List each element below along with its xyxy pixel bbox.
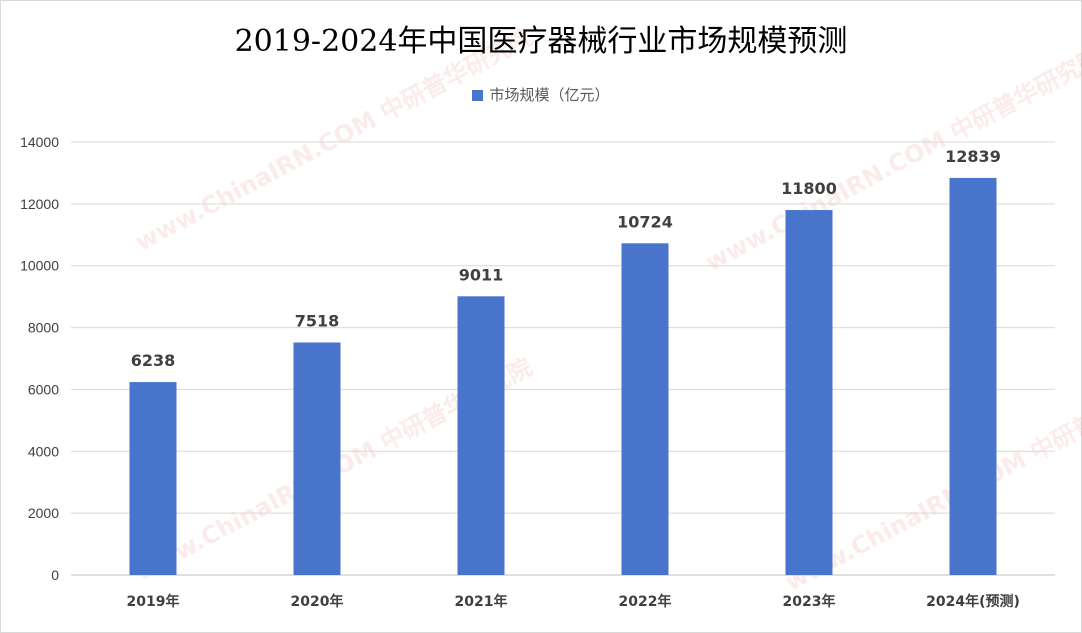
x-tick-label: 2021年 [455,593,508,610]
bar [621,243,669,575]
bar [785,210,833,576]
y-tick-label: 2000 [28,505,59,521]
data-label: 12839 [945,147,1001,166]
y-tick-label: 6000 [28,381,59,397]
bar [129,382,177,575]
bar [457,296,505,575]
data-label: 7518 [295,311,340,330]
data-label: 6238 [131,351,176,370]
x-tick-label: 2020年 [291,593,344,610]
data-label: 10724 [617,212,673,231]
legend: 市场规模（亿元） [0,84,1082,105]
y-tick-label: 14000 [20,134,59,150]
legend-swatch [472,90,484,101]
bar [293,342,341,575]
chart-title: 2019-2024年中国医疗器械行业市场规模预测 [234,24,848,59]
x-tick-label: 2023年 [783,593,836,610]
y-tick-label: 12000 [20,196,59,212]
legend-label: 市场规模（亿元） [489,86,610,104]
y-tick-label: 4000 [28,443,59,459]
y-tick-label: 10000 [20,258,59,274]
data-label: 11800 [781,179,837,198]
x-tick-label: 2022年 [619,593,672,610]
data-label: 9011 [459,265,504,284]
x-tick-label: 2019年 [127,593,180,610]
y-tick-label: 8000 [28,320,59,336]
bar [949,177,997,575]
y-tick-label: 0 [51,567,59,583]
x-tick-label: 2024年(预测) [926,593,1020,610]
